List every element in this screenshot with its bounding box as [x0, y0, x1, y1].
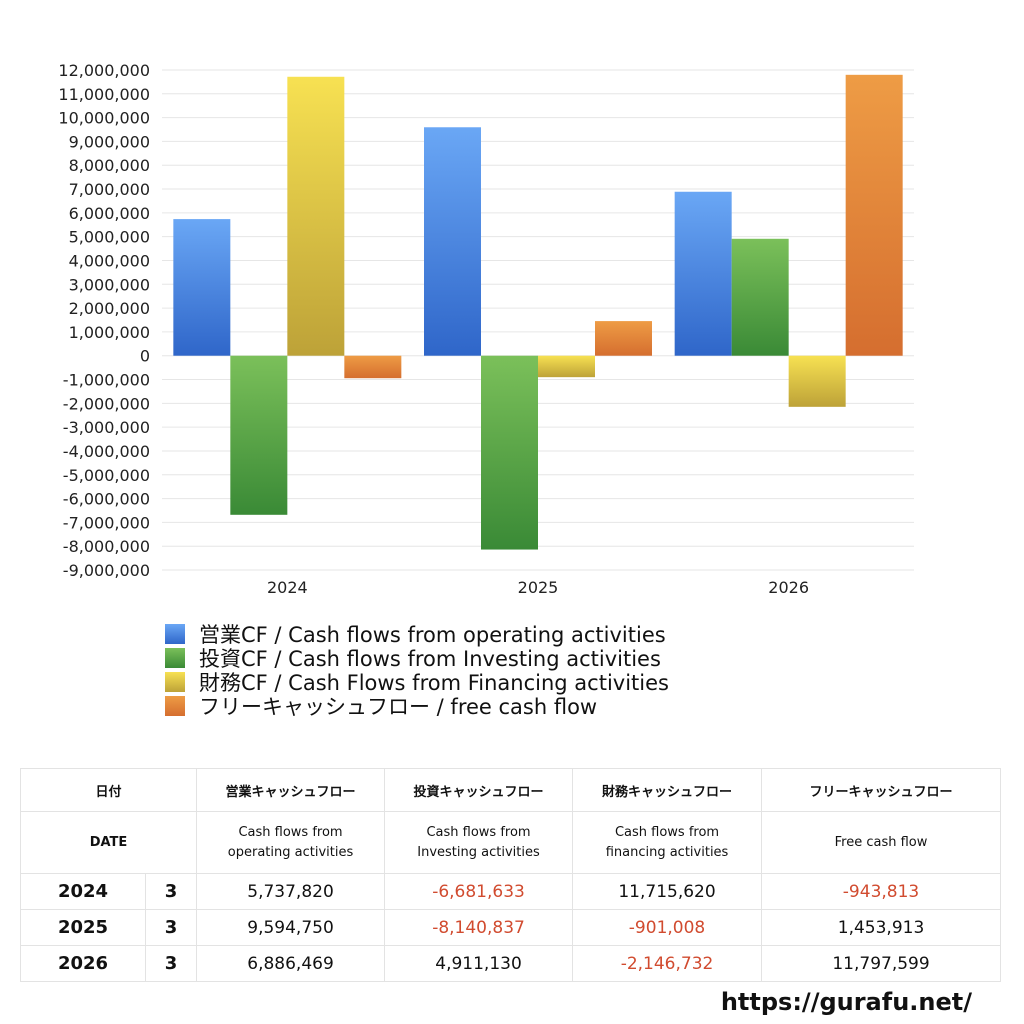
row-month: 3 — [144, 909, 198, 946]
y-axis-ticks: 12,000,000 11,000,000 10,000,000 9,000,000 8… — [58, 61, 150, 580]
y-tick-label: 1,000,000 — [69, 323, 150, 342]
bar-2024-series-3 — [344, 355, 402, 379]
cell-investing: -8,140,837 — [384, 909, 574, 946]
bars — [173, 74, 903, 550]
y-tick-label: -6,000,000 — [63, 490, 150, 509]
y-tick-label: -8,000,000 — [63, 537, 150, 556]
legend-item-operating: 営業CF / Cash flows from operating activit… — [165, 622, 669, 647]
row-year: 2025 — [20, 909, 146, 946]
chart-legend: 営業CF / Cash flows from operating activit… — [165, 622, 669, 719]
subheader-operating: Cash flows from operating activities — [196, 811, 386, 874]
x-tick-label: 2026 — [768, 578, 809, 597]
cell-free: -943,813 — [761, 873, 1002, 910]
cell-operating: 9,594,750 — [196, 909, 386, 946]
table-row: 2026 3 6,886,469 4,911,130 -2,146,732 11… — [20, 945, 1002, 982]
legend-item-free: フリーキャッシュフロー / free cash flow — [165, 694, 669, 719]
y-tick-label: 12,000,000 — [58, 61, 150, 80]
y-tick-label: 0 — [140, 347, 150, 366]
subheader-date: DATE — [19, 811, 198, 874]
table-header-row: 日付 営業キャッシュフロー 投資キャッシュフロー 財務キャッシュフロー フリーキ… — [19, 768, 1002, 812]
legend-item-investing: 投資CF / Cash flows from Investing activit… — [165, 646, 669, 671]
bar-2026-series-0 — [674, 191, 732, 356]
cash-flow-table: 日付 営業キャッシュフロー 投資キャッシュフロー 財務キャッシュフロー フリーキ… — [19, 768, 1002, 982]
subheader-financing: Cash flows from financing activities — [572, 811, 763, 874]
y-tick-label: 6,000,000 — [69, 204, 150, 223]
cell-free: 11,797,599 — [761, 945, 1002, 982]
y-tick-label: 10,000,000 — [58, 109, 150, 128]
y-tick-label: -7,000,000 — [63, 513, 150, 532]
y-tick-label: -2,000,000 — [63, 394, 150, 413]
bar-2026-series-3 — [845, 74, 903, 356]
header-date: 日付 — [19, 768, 198, 812]
cell-investing: -6,681,633 — [384, 873, 574, 910]
table-subheader-row: DATE Cash flows from operating activities… — [19, 811, 1002, 874]
legend-label-investing: 投資CF / Cash flows from Investing activit… — [199, 647, 661, 671]
cell-financing: 11,715,620 — [572, 873, 763, 910]
bar-2026-series-2 — [788, 355, 846, 407]
y-tick-label: 5,000,000 — [69, 228, 150, 247]
legend-swatch-financing — [165, 672, 185, 692]
cell-investing: 4,911,130 — [384, 945, 574, 982]
legend-label-financing: 財務CF / Cash Flows from Financing activit… — [199, 671, 669, 695]
bar-2024-series-2 — [287, 76, 345, 356]
subheader-investing: Cash flows from Investing activities — [384, 811, 574, 874]
cell-operating: 6,886,469 — [196, 945, 386, 982]
row-year: 2024 — [20, 873, 146, 910]
bar-2025-series-3 — [595, 321, 652, 356]
legend-label-free: フリーキャッシュフロー / free cash flow — [199, 695, 598, 719]
y-tick-label: -9,000,000 — [63, 561, 150, 580]
table-row: 2024 3 5,737,820 -6,681,633 11,715,620 -… — [20, 873, 1002, 910]
bar-2024-series-1 — [230, 355, 288, 515]
y-tick-label: -4,000,000 — [63, 442, 150, 461]
y-tick-label: -5,000,000 — [63, 466, 150, 485]
y-tick-label: -3,000,000 — [63, 418, 150, 437]
row-month: 3 — [144, 945, 198, 982]
header-financing: 財務キャッシュフロー — [572, 768, 763, 812]
legend-item-financing: 財務CF / Cash Flows from Financing activit… — [165, 670, 669, 695]
legend-label-operating: 営業CF / Cash flows from operating activit… — [199, 623, 666, 647]
x-tick-label: 2024 — [267, 578, 308, 597]
table-row: 2025 3 9,594,750 -8,140,837 -901,008 1,4… — [20, 909, 1002, 946]
cell-free: 1,453,913 — [761, 909, 1002, 946]
x-axis-ticks: 2024 2025 2026 — [267, 578, 809, 597]
y-tick-label: 8,000,000 — [69, 156, 150, 175]
legend-swatch-operating — [165, 624, 185, 644]
y-tick-label: 4,000,000 — [69, 251, 150, 270]
y-tick-label: 9,000,000 — [69, 132, 150, 151]
bar-2025-series-1 — [481, 355, 538, 550]
cash-flow-bar-chart: 12,000,000 11,000,000 10,000,000 9,000,000 8… — [58, 61, 914, 597]
header-investing: 投資キャッシュフロー — [384, 768, 574, 812]
x-tick-label: 2025 — [518, 578, 559, 597]
y-tick-label: -1,000,000 — [63, 371, 150, 390]
bar-2026-series-1 — [731, 238, 789, 356]
cell-financing: -2,146,732 — [572, 945, 763, 982]
subheader-free: Free cash flow — [761, 811, 1002, 874]
y-tick-label: 2,000,000 — [69, 299, 150, 318]
y-tick-label: 3,000,000 — [69, 275, 150, 294]
y-tick-label: 11,000,000 — [58, 85, 150, 104]
cell-financing: -901,008 — [572, 909, 763, 946]
header-operating: 営業キャッシュフロー — [196, 768, 386, 812]
legend-swatch-investing — [165, 648, 185, 668]
bar-2024-series-0 — [173, 219, 231, 356]
bar-2025-series-2 — [538, 355, 595, 378]
row-year: 2026 — [20, 945, 146, 982]
bar-2025-series-0 — [424, 127, 481, 356]
y-tick-label: 7,000,000 — [69, 180, 150, 199]
site-url-link[interactable]: https://gurafu.net/ — [720, 988, 972, 1016]
legend-swatch-free — [165, 696, 185, 716]
row-month: 3 — [144, 873, 198, 910]
header-free: フリーキャッシュフロー — [761, 768, 1002, 812]
cell-operating: 5,737,820 — [196, 873, 386, 910]
